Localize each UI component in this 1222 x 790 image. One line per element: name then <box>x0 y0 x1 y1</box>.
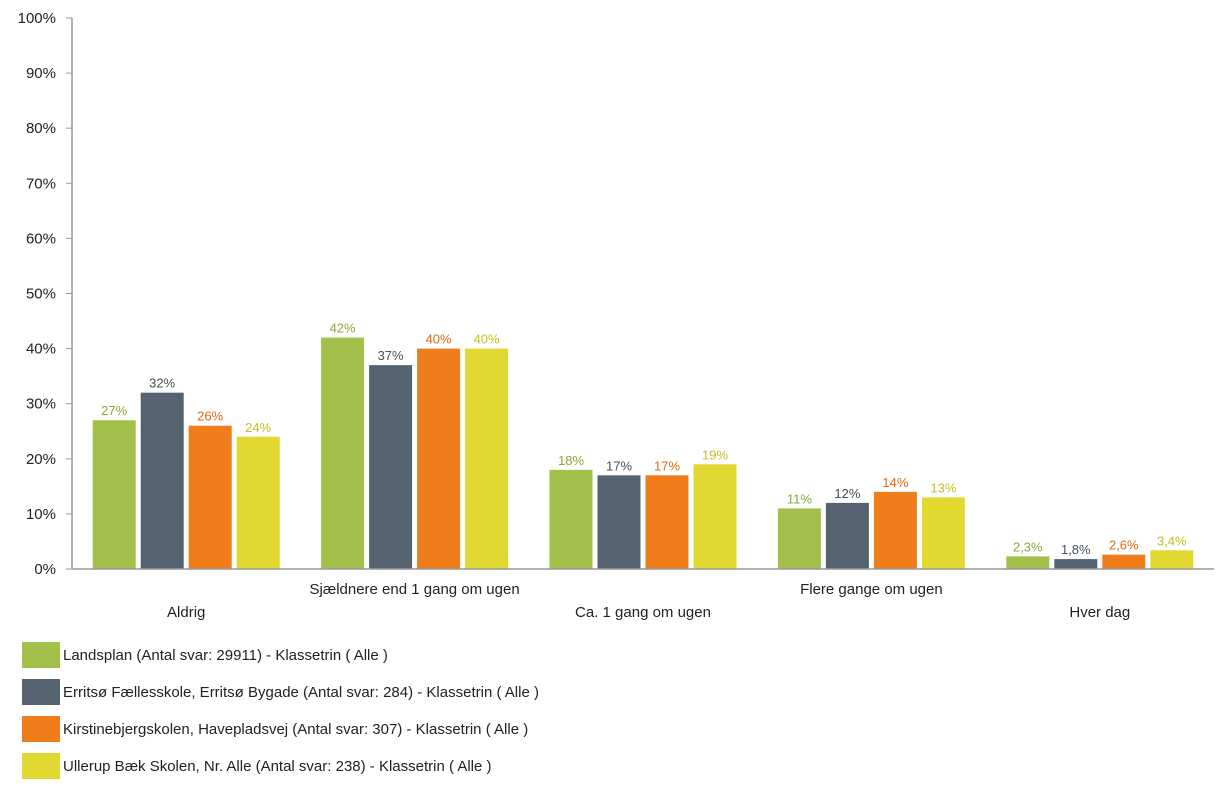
y-tick-label: 0% <box>34 561 56 578</box>
bar <box>465 348 509 569</box>
bar <box>597 475 641 569</box>
data-label: 24% <box>245 420 271 435</box>
bar <box>873 491 917 569</box>
y-tick-label: 20% <box>26 451 56 468</box>
legend-item: Landsplan (Antal svar: 29911) - Klassetr… <box>22 642 539 668</box>
data-label: 32% <box>149 376 175 391</box>
data-label: 40% <box>426 332 452 347</box>
legend-item: Kirstinebjergskolen, Havepladsvej (Antal… <box>22 716 539 742</box>
bar <box>92 420 136 569</box>
legend-swatch <box>22 642 60 668</box>
x-category-label: Aldrig <box>167 604 205 621</box>
data-label: 13% <box>930 480 956 495</box>
data-label: 18% <box>558 453 584 468</box>
bar <box>645 475 689 569</box>
data-label: 37% <box>378 348 404 363</box>
x-category-label: Sjældnere end 1 gang om ugen <box>310 581 520 598</box>
bar <box>1150 550 1194 569</box>
bar <box>236 436 280 569</box>
data-label: 17% <box>654 458 680 473</box>
legend-label: Erritsø Fællesskole, Erritsø Bygade (Ant… <box>63 683 539 701</box>
bar <box>1054 559 1098 569</box>
y-tick-label: 40% <box>26 341 56 358</box>
legend-item: Ullerup Bæk Skolen, Nr. Alle (Antal svar… <box>22 753 539 779</box>
bar <box>369 365 413 569</box>
data-label: 1,8% <box>1061 542 1091 557</box>
y-tick-label: 10% <box>26 506 56 523</box>
legend-label: Kirstinebjergskolen, Havepladsvej (Antal… <box>63 720 529 738</box>
bar <box>1006 556 1050 569</box>
data-label: 3,4% <box>1157 533 1187 548</box>
data-label: 11% <box>787 491 812 506</box>
bar <box>693 464 737 569</box>
x-category-label: Hver dag <box>1069 604 1130 621</box>
data-label: 26% <box>197 409 223 424</box>
legend-label: Landsplan (Antal svar: 29911) - Klassetr… <box>63 646 388 664</box>
bar <box>549 469 593 569</box>
bar <box>825 502 869 569</box>
y-tick-label: 60% <box>26 230 56 247</box>
bar <box>188 425 232 569</box>
bar <box>777 508 821 569</box>
data-label: 17% <box>606 458 632 473</box>
y-tick-label: 30% <box>26 396 56 413</box>
y-tick-label: 80% <box>26 120 56 137</box>
bar <box>140 392 184 569</box>
y-tick-label: 100% <box>18 10 56 27</box>
y-axis: 0% 10% 20% 30% 40% 50% 60% 70% 80% 90% 100% <box>18 10 73 578</box>
data-label: 42% <box>330 321 356 336</box>
x-category-label: Ca. 1 gang om ugen <box>575 604 711 621</box>
data-label: 2,3% <box>1013 539 1043 554</box>
x-category-label: Flere gange om ugen <box>800 581 943 598</box>
legend-swatch <box>22 679 60 705</box>
data-label: 19% <box>702 447 728 462</box>
y-tick-label: 90% <box>26 65 56 82</box>
data-label: 27% <box>101 403 127 418</box>
data-label: 14% <box>882 475 908 490</box>
legend-item: Erritsø Fællesskole, Erritsø Bygade (Ant… <box>22 679 539 705</box>
bar-chart: 0% 10% 20% 30% 40% 50% 60% 70% 80% 90% 100% 27% 32%… <box>18 10 1214 621</box>
data-label: 12% <box>834 486 860 501</box>
bar <box>921 497 965 569</box>
y-tick-label: 50% <box>26 286 56 303</box>
y-tick-label: 70% <box>26 175 56 192</box>
x-axis: Aldrig Sjældnere end 1 gang om ugen Ca. 1 … <box>72 568 1214 621</box>
data-label: 40% <box>474 332 500 347</box>
legend: Landsplan (Antal svar: 29911) - Klassetr… <box>22 642 539 790</box>
legend-swatch <box>22 716 60 742</box>
bars: 27% 32% 26% 24% 42% 37% 40% 40% 18% 17% 17% 19% 11% 1… <box>92 321 1194 569</box>
bar <box>1102 554 1146 569</box>
legend-swatch <box>22 753 60 779</box>
data-label: 2,6% <box>1109 538 1139 553</box>
legend-label: Ullerup Bæk Skolen, Nr. Alle (Antal svar… <box>63 757 492 775</box>
bar <box>417 348 461 569</box>
bar <box>321 337 365 569</box>
